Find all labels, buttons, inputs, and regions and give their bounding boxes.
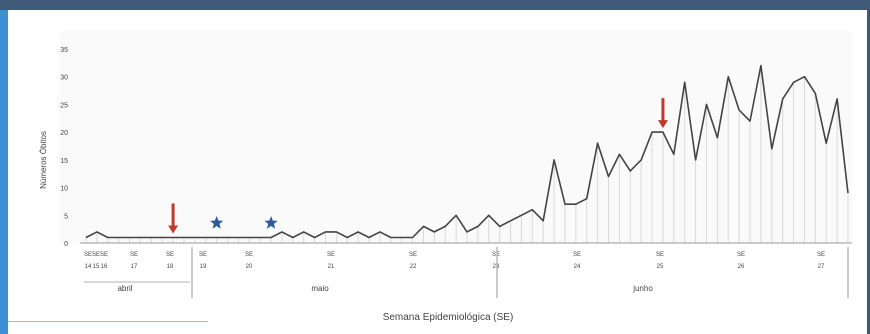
y-tick-label: 5 (64, 213, 68, 220)
x-tick-week: 23 (493, 264, 500, 270)
y-tick-label: 10 (60, 186, 68, 193)
x-tick-week: 16 (101, 264, 108, 270)
y-axis-label: Números Óbitos (39, 131, 48, 189)
top-border (0, 0, 870, 10)
x-tick-week: 17 (131, 264, 138, 270)
x-axis: SE14SE15SE16SE17SE18SE19SE20SE21SE22SE23… (80, 242, 852, 298)
plot-area (60, 30, 852, 243)
bottom-rule (8, 321, 208, 322)
x-tick-week: 26 (738, 264, 745, 270)
y-axis: 0 5 10 15 20 25 30 35 (60, 47, 68, 248)
y-tick-label: 20 (60, 130, 68, 137)
x-tick-week: 21 (328, 264, 335, 270)
month-label: abril (117, 284, 132, 293)
x-tick-week: 14 (85, 264, 92, 270)
month-label: junho (632, 284, 653, 293)
y-tick-label: 25 (60, 102, 68, 109)
left-border (0, 10, 8, 334)
y-tick-label: 15 (60, 158, 68, 165)
series-line (85, 64, 849, 239)
x-tick-week: 19 (200, 264, 207, 270)
x-tick-se: SE (656, 252, 664, 258)
x-tick-se: SE (817, 252, 825, 258)
x-tick-week: 18 (167, 264, 174, 270)
x-tick-se: SE (84, 252, 92, 258)
x-tick-week: 15 (93, 264, 100, 270)
x-tick-se: SE (327, 252, 335, 258)
blue-star-marker (264, 216, 278, 229)
y-tick-label: 30 (60, 75, 68, 82)
x-tick-se: SE (409, 252, 417, 258)
red-arrow-head (657, 120, 668, 129)
right-border (867, 10, 870, 334)
x-tick-week: 27 (818, 264, 825, 270)
x-tick-se: SE (100, 252, 108, 258)
y-tick-label: 0 (64, 241, 68, 248)
x-tick-se: SE (245, 252, 253, 258)
x-tick-week: 25 (657, 264, 664, 270)
x-tick-week: 22 (410, 264, 417, 270)
x-tick-se: SE (199, 252, 207, 258)
x-axis-label: Semana Epidemiológica (SE) (383, 312, 514, 323)
red-arrow-head (168, 225, 179, 234)
x-tick-se: SE (737, 252, 745, 258)
annotations-layer (168, 98, 668, 234)
series-layer (85, 64, 849, 239)
blue-star-marker (210, 216, 224, 229)
x-tick-week: 24 (574, 264, 581, 270)
x-tick-se: SE (130, 252, 138, 258)
y-tick-label: 35 (60, 47, 68, 54)
area-hatching (85, 65, 849, 243)
x-tick-week: 20 (246, 264, 253, 270)
x-tick-se: SE (92, 252, 100, 258)
x-tick-se: SE (166, 252, 174, 258)
x-tick-se: SE (492, 252, 500, 258)
x-tick-se: SE (573, 252, 581, 258)
plot-background (60, 30, 852, 243)
month-label: maio (311, 284, 329, 293)
